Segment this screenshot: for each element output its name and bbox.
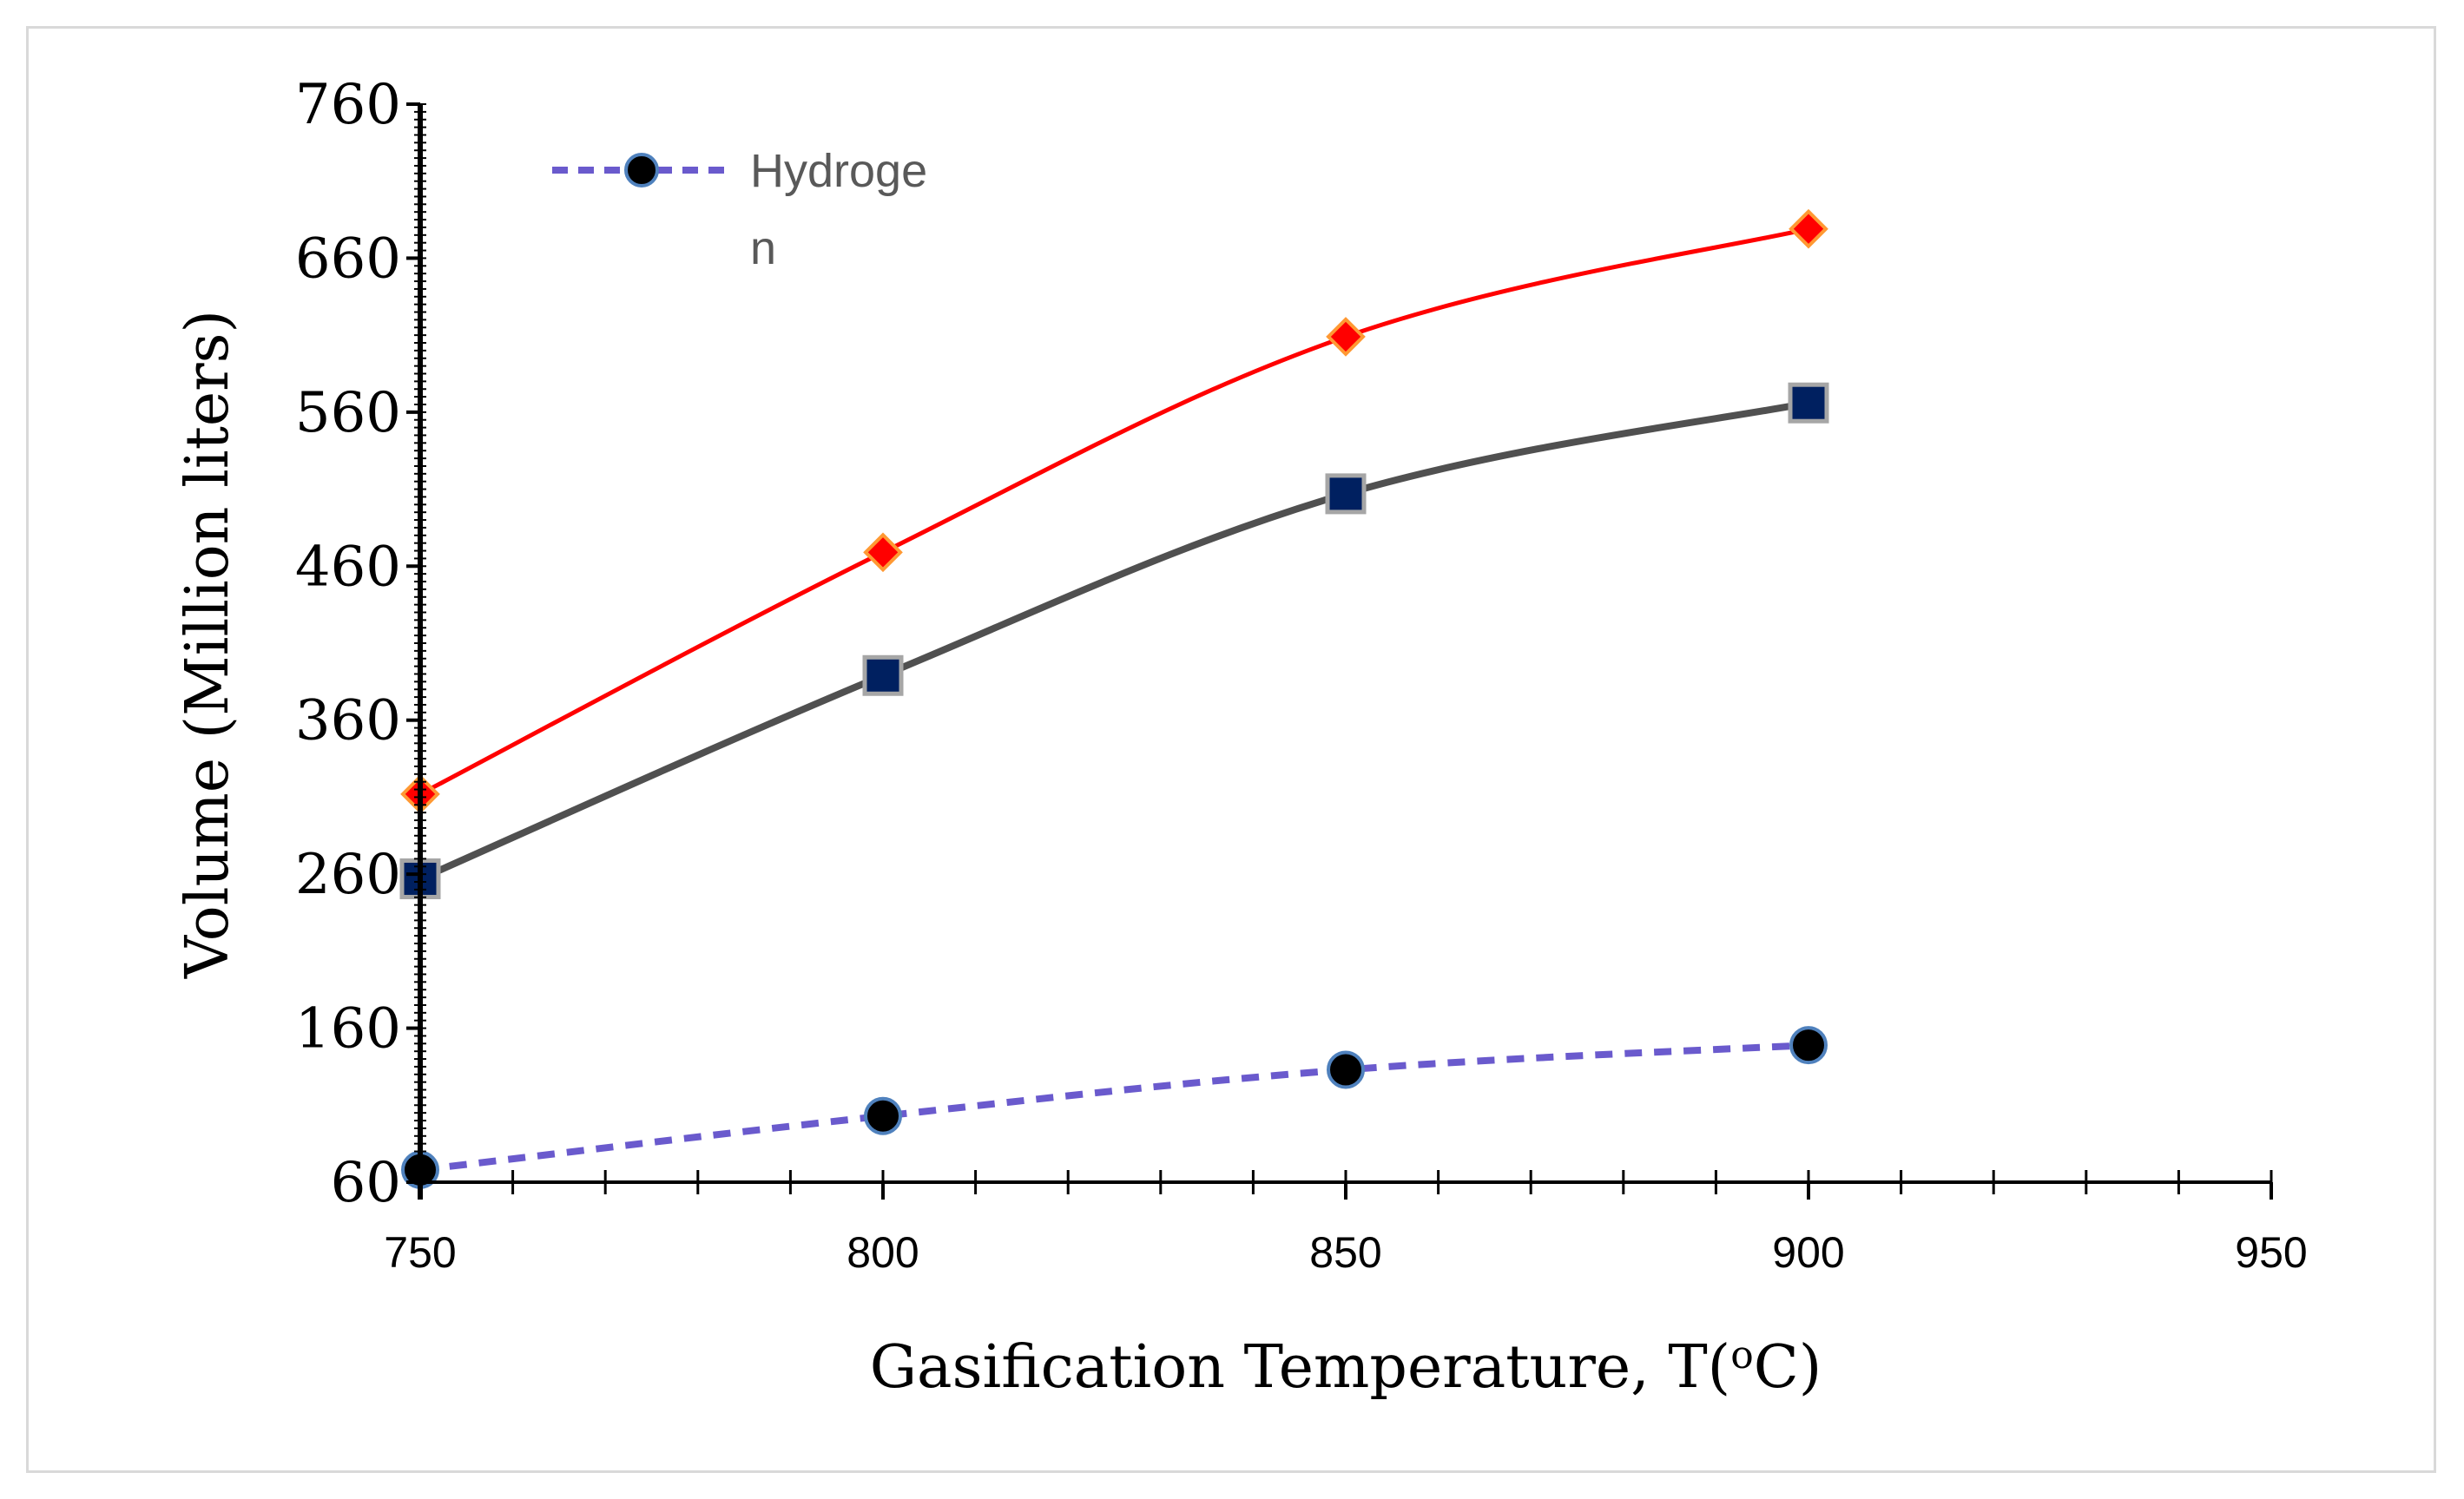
y-tick-label: 760	[295, 73, 401, 137]
x-tick-label: 800	[847, 1228, 919, 1277]
legend-label-hydrogen: Hydroge	[750, 145, 927, 197]
y-tick-label: 60	[331, 1151, 401, 1215]
series-2-point	[1325, 473, 1367, 515]
axes	[418, 104, 2271, 1200]
series-1-line	[419, 1042, 1809, 1174]
series-1-point	[1327, 1050, 1365, 1089]
series-3-point	[863, 532, 903, 573]
x-tick-label: 750	[384, 1228, 456, 1277]
legend-marker-hydrogen	[624, 153, 659, 187]
series-3-point	[1326, 317, 1366, 357]
series-2-point	[1788, 382, 1829, 424]
y-tick-label: 660	[295, 227, 401, 291]
x-tick-label: 850	[1309, 1228, 1381, 1277]
series-1-point	[864, 1096, 902, 1135]
series-2-line	[418, 399, 1809, 883]
y-tick-label: 260	[295, 843, 401, 907]
series-2-point	[862, 654, 904, 696]
series-3-line	[418, 227, 1809, 797]
x-axis-title: Gasification Temperature, T(oC)	[870, 1333, 1822, 1402]
legend: Hydroge n	[552, 145, 927, 274]
x-tick-label: 950	[2235, 1228, 2307, 1277]
y-tick-label: 360	[295, 689, 401, 753]
y-tick-label: 160	[295, 997, 401, 1062]
y-tick-label: 560	[295, 381, 401, 445]
legend-label-hydrogen-cont: n	[750, 222, 776, 274]
y-tick-label: 460	[295, 535, 401, 599]
series-1-point	[1789, 1026, 1828, 1065]
y-axis-title: Volume (Million liters)	[174, 310, 242, 979]
chart-frame	[26, 26, 2436, 1473]
series-3-point	[1789, 208, 1828, 249]
x-tick-label: 900	[1772, 1228, 1844, 1277]
series-layer	[399, 208, 1829, 1189]
